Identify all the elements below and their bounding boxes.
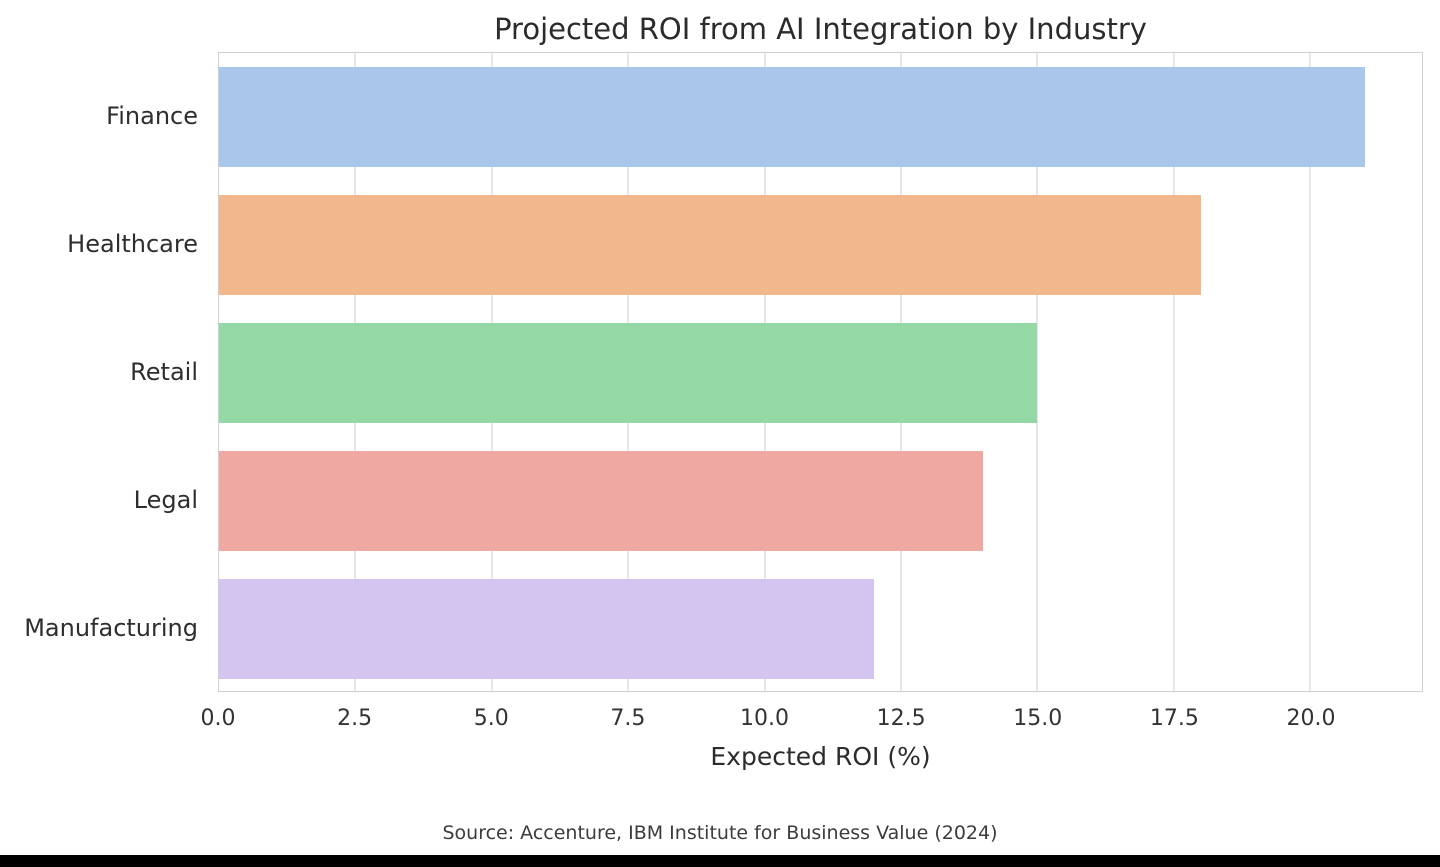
source-note: Source: Accenture, IBM Institute for Bus… xyxy=(442,822,998,844)
gridline-x-20.0 xyxy=(1309,53,1312,691)
bottom-black-bar xyxy=(0,855,1440,867)
bar-legal xyxy=(219,451,983,551)
bar-finance xyxy=(219,67,1365,167)
y-tick-label-manufacturing: Manufacturing xyxy=(24,614,198,642)
y-tick-label-healthcare: Healthcare xyxy=(67,230,198,258)
bar-manufacturing xyxy=(219,579,874,679)
x-tick-label-7.5: 7.5 xyxy=(610,706,646,731)
x-tick-label-5.0: 5.0 xyxy=(473,706,509,731)
y-tick-label-retail: Retail xyxy=(130,358,198,386)
x-tick-label-15.0: 15.0 xyxy=(1013,706,1063,731)
bar-retail xyxy=(219,323,1038,423)
x-tick-label-10.0: 10.0 xyxy=(739,706,789,731)
bar-healthcare xyxy=(219,195,1202,295)
plot-area xyxy=(218,52,1423,692)
y-tick-label-legal: Legal xyxy=(133,486,198,514)
gridline-x-15.0 xyxy=(1036,53,1039,691)
x-tick-label-2.5: 2.5 xyxy=(337,706,373,731)
x-tick-label-17.5: 17.5 xyxy=(1149,706,1199,731)
gridline-x-17.5 xyxy=(1172,53,1175,691)
x-tick-label-20.0: 20.0 xyxy=(1286,706,1336,731)
y-tick-label-finance: Finance xyxy=(106,102,198,130)
chart-title: Projected ROI from AI Integration by Ind… xyxy=(494,12,1147,46)
x-axis-label: Expected ROI (%) xyxy=(710,742,931,771)
x-tick-label-12.5: 12.5 xyxy=(876,706,926,731)
x-tick-label-0.0: 0.0 xyxy=(200,706,236,731)
